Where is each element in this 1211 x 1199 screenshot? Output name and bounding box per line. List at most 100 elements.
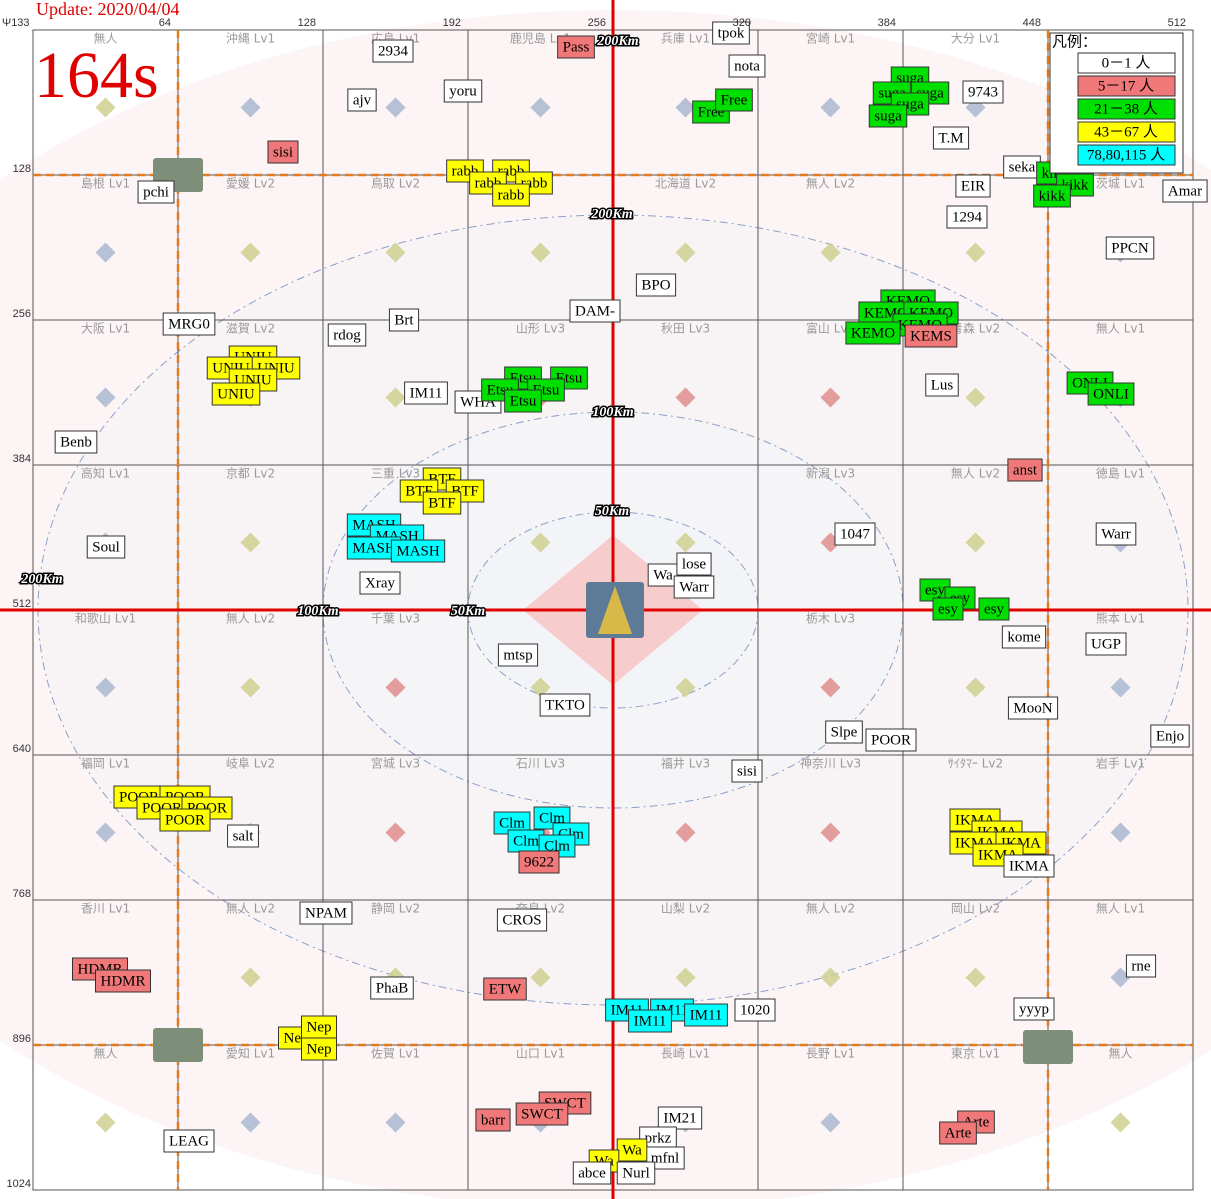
left-tick: 512	[13, 598, 31, 610]
tag-label: Brt	[394, 312, 414, 328]
player-tags: 2934 PasstpoknotayoruajvFreeFreesugasugas…	[54, 21, 1208, 1185]
distance-label: 200Km	[590, 207, 632, 222]
tag-label: pchi	[143, 184, 169, 200]
cell-diamond	[385, 677, 406, 698]
cell-diamond	[1110, 677, 1131, 698]
player-tag: Soul	[86, 535, 126, 559]
tag-box	[497, 643, 539, 667]
tag-box	[834, 522, 876, 546]
cell-label: 香川 Lv1	[81, 902, 130, 916]
tag-label: MASH	[352, 540, 396, 556]
cell-diamond	[240, 1112, 261, 1133]
cell-diamond	[240, 677, 261, 698]
tag-label: KEMS	[910, 328, 952, 344]
cell-diamond	[240, 242, 261, 263]
player-tag: rdog	[327, 323, 367, 347]
tag-label: MooN	[1013, 700, 1052, 716]
cell-label: 長崎 Lv1	[661, 1047, 710, 1061]
player-tag: SWCT	[515, 1102, 569, 1126]
cell-diamond	[385, 1112, 406, 1133]
player-tag: abce	[572, 1161, 612, 1185]
player-tag: POOR	[865, 728, 917, 752]
tag-box	[483, 977, 527, 1001]
player-tag: Slpe	[825, 720, 863, 744]
tag-box	[962, 80, 1004, 104]
cell-diamond	[530, 242, 551, 263]
tag-label: LEAG	[169, 1133, 209, 1149]
player-tag: POOR	[159, 808, 211, 832]
tag-label: MASH	[396, 543, 440, 559]
tag-box	[728, 54, 766, 78]
player-tag: salt	[227, 824, 259, 848]
tag-box	[159, 808, 211, 832]
tag-box	[388, 308, 420, 332]
cell-label: 無人 Lv2	[806, 901, 855, 916]
cell-diamond	[820, 242, 841, 263]
tag-box	[390, 539, 446, 563]
cell-label: 無人 Lv2	[806, 176, 855, 191]
cell-label: 無人	[93, 31, 117, 46]
player-tag: kikk	[1033, 184, 1071, 208]
cell-label: 北海道 Lv2	[655, 176, 716, 191]
tag-box	[1007, 696, 1059, 720]
tag-label: suga	[874, 108, 902, 124]
cell-label: 栃木 Lv3	[806, 612, 855, 626]
player-tag: MRG0	[162, 312, 216, 336]
tag-label: Clm	[499, 815, 525, 831]
player-tag: BPO	[635, 273, 677, 297]
tag-label: ETW	[489, 981, 522, 997]
tag-box	[557, 35, 595, 59]
tag-label: esy	[938, 601, 958, 617]
player-tag: Lus	[925, 373, 959, 397]
tag-label: MRG0	[168, 316, 210, 332]
tag-label: POOR	[165, 812, 205, 828]
tag-box	[715, 88, 753, 112]
tag-box	[1013, 997, 1055, 1021]
player-tag: Wa	[616, 1138, 648, 1162]
player-tag: 9622	[518, 850, 560, 874]
cell-label: 無人	[93, 1046, 117, 1061]
cell-label: 京都 Lv2	[226, 467, 275, 481]
castle-tower	[598, 586, 632, 634]
left-tick: 384	[13, 453, 31, 465]
cell-diamond	[675, 822, 696, 843]
tag-box	[657, 1106, 703, 1130]
player-tag: NPAM	[299, 901, 353, 925]
cell-label: 無人 Lv2	[226, 611, 275, 626]
top-tick: 64	[159, 17, 171, 29]
tag-box	[673, 575, 715, 599]
tag-label: Nep	[307, 1041, 332, 1057]
tag-label: Amar	[1168, 183, 1202, 199]
tag-box	[496, 908, 548, 932]
cell-label: 島根 Lv1	[81, 176, 130, 191]
tag-box	[504, 389, 542, 413]
tag-box	[301, 1037, 337, 1061]
player-tag: PhaB	[370, 976, 414, 1000]
cell-diamond	[530, 967, 551, 988]
player-tag: TKTO	[539, 693, 591, 717]
top-tick: 384	[878, 17, 896, 29]
tag-label: IM11	[634, 1013, 667, 1029]
left-tick: 640	[13, 743, 31, 755]
cell-diamond	[675, 242, 696, 263]
player-tag: KEMO	[845, 321, 901, 345]
cell-label: 兵庫 Lv1	[661, 32, 710, 46]
cell-label: 山口 Lv1	[516, 1047, 565, 1061]
tag-box	[572, 1161, 612, 1185]
tag-label: Warr	[679, 579, 709, 595]
overlay: Update: 2020/04/04 164s Ψ133 64 128 192 256 3…	[2, 0, 1186, 1190]
tag-box	[267, 140, 299, 164]
tag-label: kome	[1007, 629, 1041, 645]
player-tag: 1294	[946, 205, 988, 229]
cell-label: 青森 Lv2	[951, 321, 1000, 336]
cell-diamond	[965, 387, 986, 408]
top-tick: 448	[1023, 17, 1041, 29]
player-tag: IM21	[657, 1106, 703, 1130]
tag-label: UNIU	[217, 386, 255, 402]
distance-label: 50Km	[451, 604, 485, 619]
player-tag: IKMA	[1003, 854, 1055, 878]
cell-label: 大分 Lv1	[951, 32, 1000, 46]
tag-box	[370, 976, 414, 1000]
tag-label: Etsu	[510, 393, 537, 409]
cell-label: 愛媛 Lv2	[226, 177, 275, 191]
